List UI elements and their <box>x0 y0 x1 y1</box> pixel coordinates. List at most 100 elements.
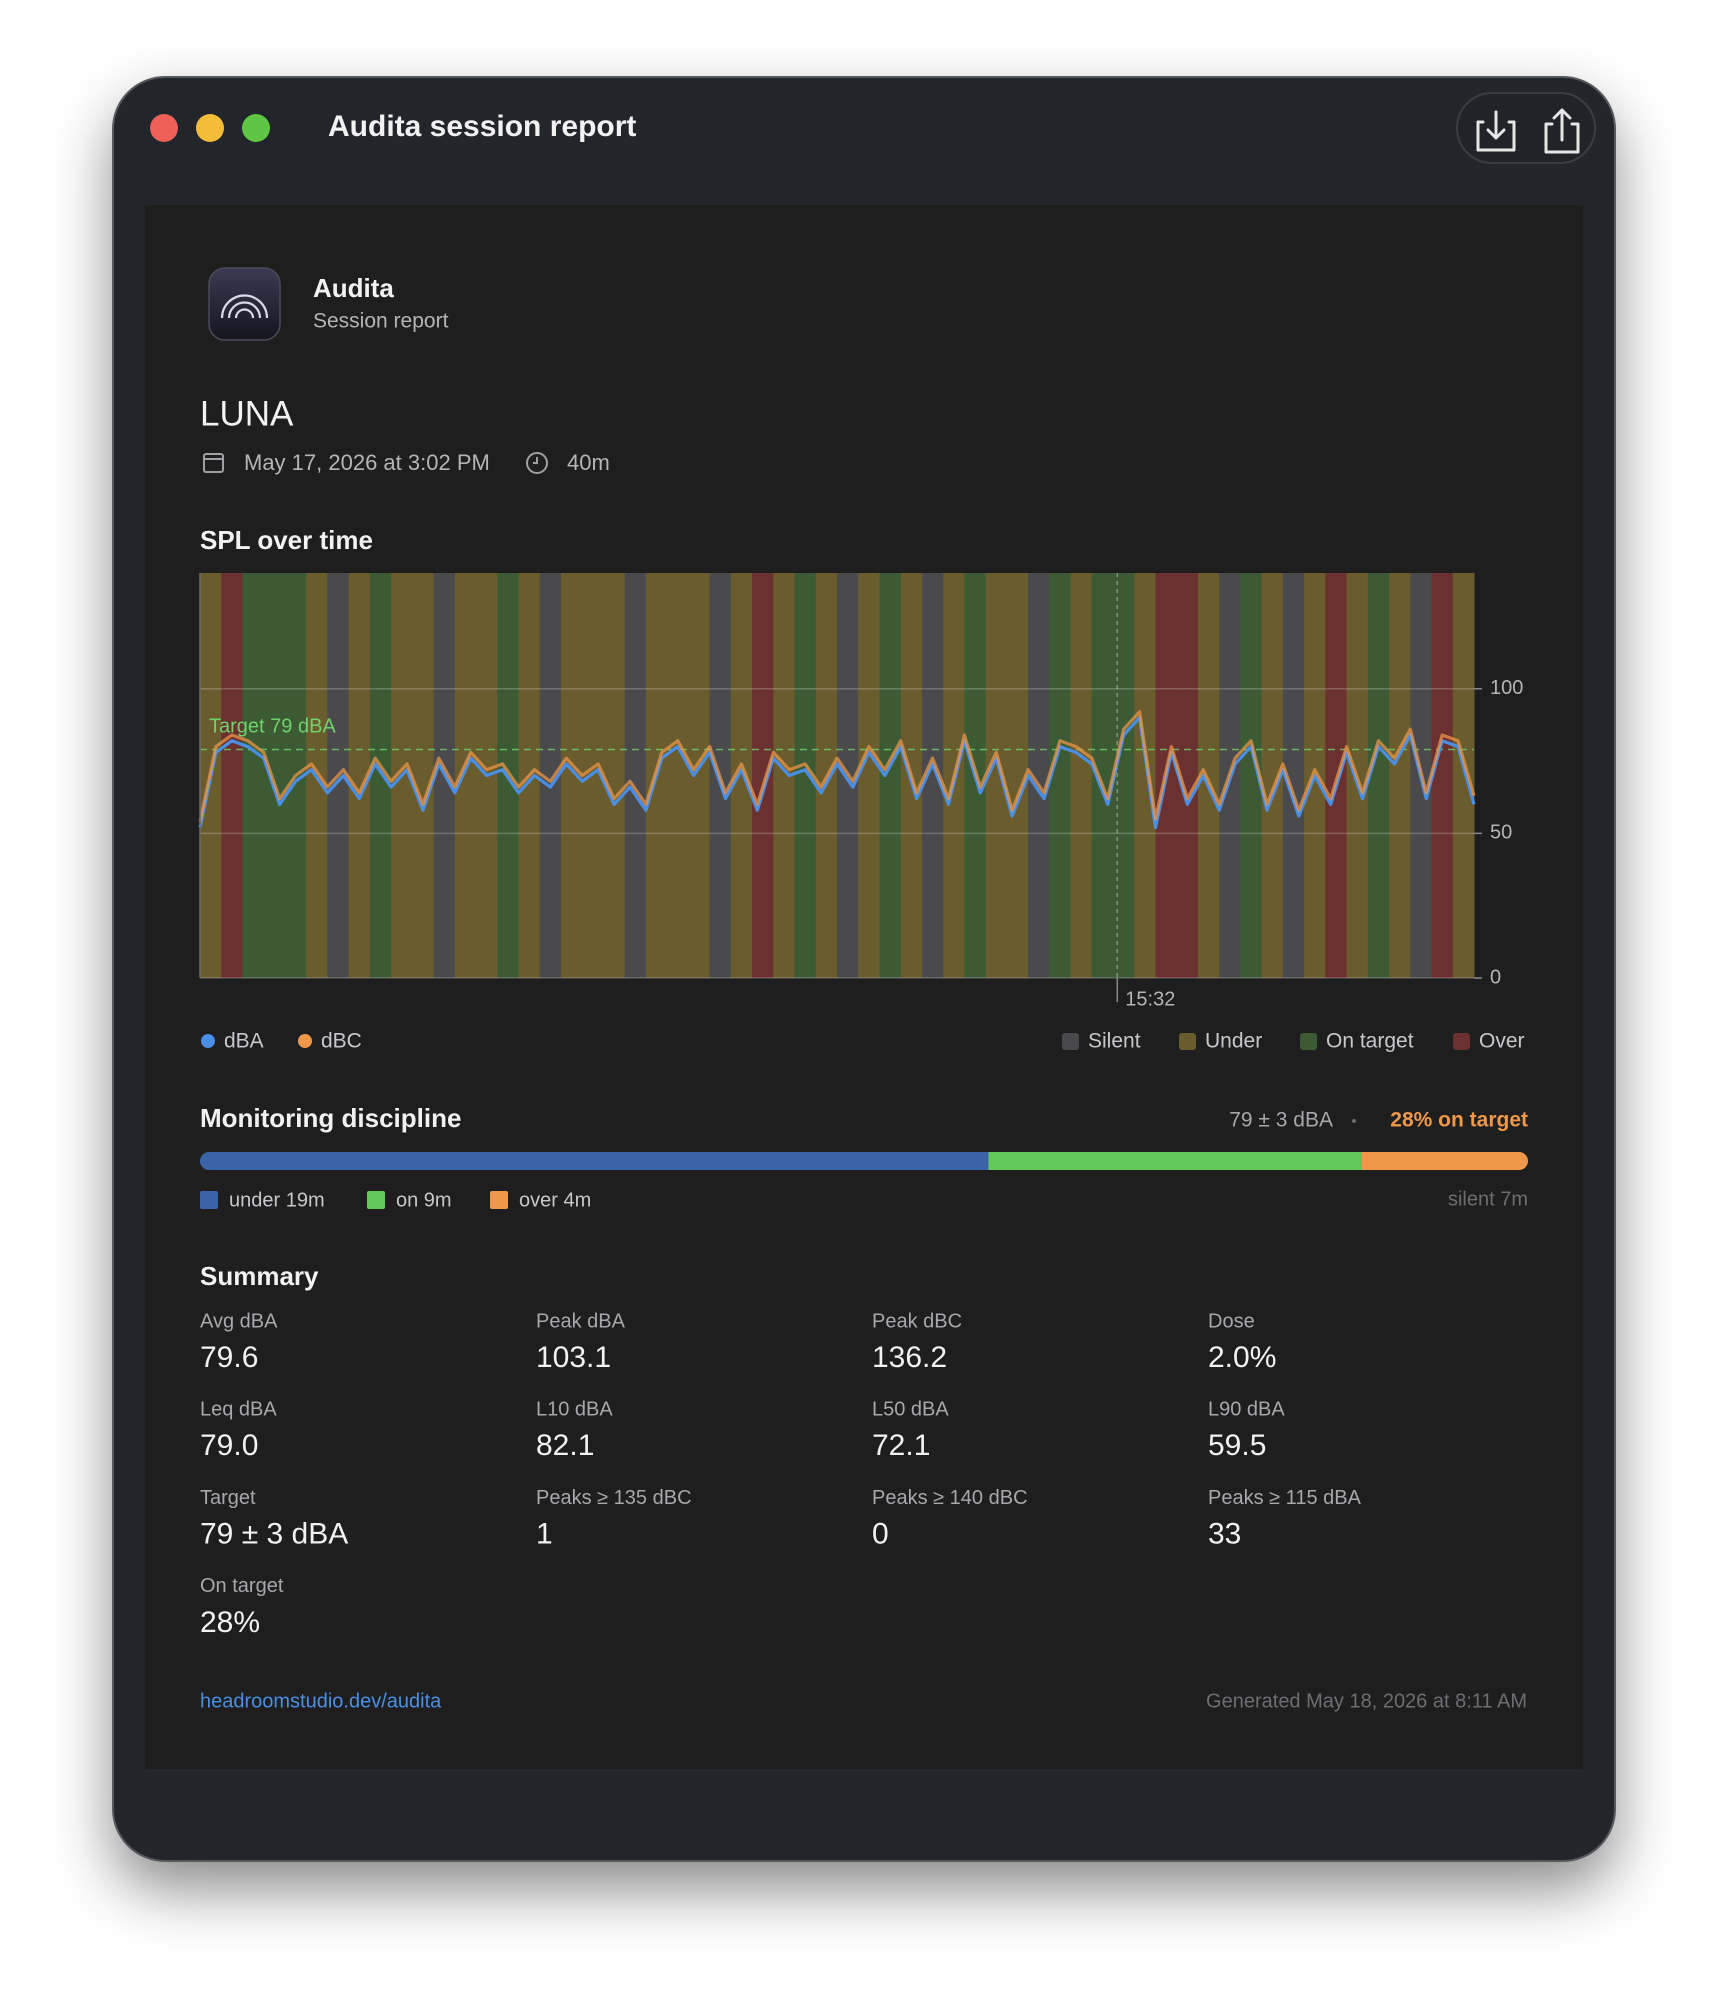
state-legend-label: Silent <box>1088 1030 1141 1053</box>
discipline-silent: silent 7m <box>1448 1188 1528 1210</box>
summary-grid: Avg dBA 79.6 Peak dBA 103.1 Peak dBC 136.2 Dos… <box>200 1310 1362 1639</box>
app-icon <box>208 267 281 341</box>
state-band <box>921 573 944 978</box>
state-band <box>603 573 626 978</box>
y-tick-label: 100 <box>1490 677 1523 699</box>
separator-dot <box>1352 1119 1356 1123</box>
legend-label: dBC <box>321 1030 362 1053</box>
state-band <box>1070 573 1093 978</box>
metric-value: 79.6 <box>200 1341 258 1374</box>
metric-label: Peak dBA <box>536 1310 626 1332</box>
state-band <box>1261 573 1284 978</box>
window-title: Audita session report <box>328 110 636 143</box>
discipline-on-target: 28% on target <box>1390 1109 1528 1132</box>
state-band <box>1028 573 1050 978</box>
metric-value: 2.0% <box>1208 1341 1276 1374</box>
share-button[interactable] <box>1544 108 1580 154</box>
state-legend-label: On target <box>1326 1030 1414 1053</box>
state-legend-swatch <box>1453 1033 1470 1050</box>
discipline-swatch <box>490 1191 508 1209</box>
spl-chart: 0 50 100 15:32 Target 79 dBA dBA dBC Silent Unde… <box>198 573 1525 1053</box>
state-band <box>1049 573 1072 978</box>
discipline-swatch <box>200 1191 218 1209</box>
state-band <box>1197 573 1220 978</box>
legend-dot <box>298 1034 312 1048</box>
legend-dot <box>201 1034 215 1048</box>
state-legend-label: Over <box>1479 1030 1525 1053</box>
download-button[interactable] <box>1476 110 1516 152</box>
app-name: Audita <box>313 273 394 303</box>
discipline-swatch <box>367 1191 385 1209</box>
x-tick-label: 15:32 <box>1125 988 1175 1010</box>
state-band <box>1091 573 1114 978</box>
metric-label: Peaks ≥ 135 dBC <box>536 1487 692 1509</box>
chart-title: SPL over time <box>200 525 373 555</box>
discipline-legend-label: over 4m <box>519 1189 591 1211</box>
state-band <box>454 573 477 978</box>
state-band <box>242 573 265 978</box>
state-band <box>221 573 243 978</box>
metric-label: Peaks ≥ 140 dBC <box>872 1487 1028 1509</box>
target-label: Target 79 dBA <box>209 716 336 738</box>
discipline-bar: under 19m on 9m over 4m <box>200 1152 1528 1211</box>
y-tick-label: 50 <box>1490 822 1512 844</box>
state-band <box>1240 573 1263 978</box>
state-band <box>1282 573 1305 978</box>
metric-label: Leq dBA <box>200 1399 277 1421</box>
discipline-title: Monitoring discipline <box>200 1103 461 1133</box>
metric-label: Dose <box>1208 1310 1255 1332</box>
state-band <box>1113 573 1135 978</box>
legend-label: dBA <box>224 1030 264 1053</box>
report-panel <box>145 205 1583 1769</box>
state-band <box>348 573 371 978</box>
footer-generated: Generated May 18, 2026 at 8:11 AM <box>1206 1690 1527 1712</box>
metric-value: 82.1 <box>536 1429 594 1462</box>
app-icon-arcs <box>220 294 269 319</box>
close-button[interactable] <box>150 114 178 142</box>
state-band <box>624 573 647 978</box>
metric-value: 59.5 <box>1208 1429 1266 1462</box>
state-band <box>369 573 392 978</box>
metric-label: On target <box>200 1575 284 1597</box>
state-band <box>667 573 689 978</box>
discipline-segment <box>200 1152 989 1170</box>
state-band <box>773 573 796 978</box>
metric-value: 136.2 <box>872 1341 947 1374</box>
state-legend-swatch <box>1179 1033 1196 1050</box>
state-legend-swatch <box>1062 1033 1079 1050</box>
discipline-legend-label: under 19m <box>229 1189 325 1211</box>
minimize-button[interactable] <box>196 114 224 142</box>
metric-label: L50 dBA <box>872 1399 949 1421</box>
discipline-legend-label: on 9m <box>396 1189 452 1211</box>
metric-value: 0 <box>872 1518 889 1551</box>
state-band <box>582 573 604 978</box>
state-band <box>1176 573 1199 978</box>
session-name: LUNA <box>200 394 294 433</box>
footer-link[interactable]: headroomstudio.dev/audita <box>200 1690 442 1712</box>
metric-label: Peaks ≥ 115 dBA <box>1208 1487 1362 1509</box>
metric-label: L90 dBA <box>1208 1399 1285 1421</box>
state-band <box>985 573 1008 978</box>
state-band <box>539 573 562 978</box>
metric-value: 72.1 <box>872 1429 930 1462</box>
state-band <box>560 573 583 978</box>
state-band <box>412 573 435 978</box>
zoom-button[interactable] <box>242 114 270 142</box>
discipline-segment <box>988 1152 1362 1170</box>
state-legend-label: Under <box>1205 1030 1262 1053</box>
metric-value: 103.1 <box>536 1341 611 1374</box>
metric-label: Avg dBA <box>200 1310 278 1332</box>
summary-title: Summary <box>200 1261 319 1291</box>
metric-label: L10 dBA <box>536 1399 613 1421</box>
clock-icon <box>526 452 548 474</box>
session-date: May 17, 2026 at 3:02 PM <box>244 450 490 475</box>
state-band <box>688 573 711 978</box>
state-band <box>1134 573 1156 978</box>
discipline-target: 79 ± 3 dBA <box>1229 1109 1333 1132</box>
state-band <box>794 573 817 978</box>
metric-value: 79 ± 3 dBA <box>200 1518 348 1551</box>
state-band <box>1431 573 1454 978</box>
state-legend-swatch <box>1300 1033 1317 1050</box>
metric-value: 79.0 <box>200 1429 258 1462</box>
bar-segments <box>200 1152 1528 1170</box>
